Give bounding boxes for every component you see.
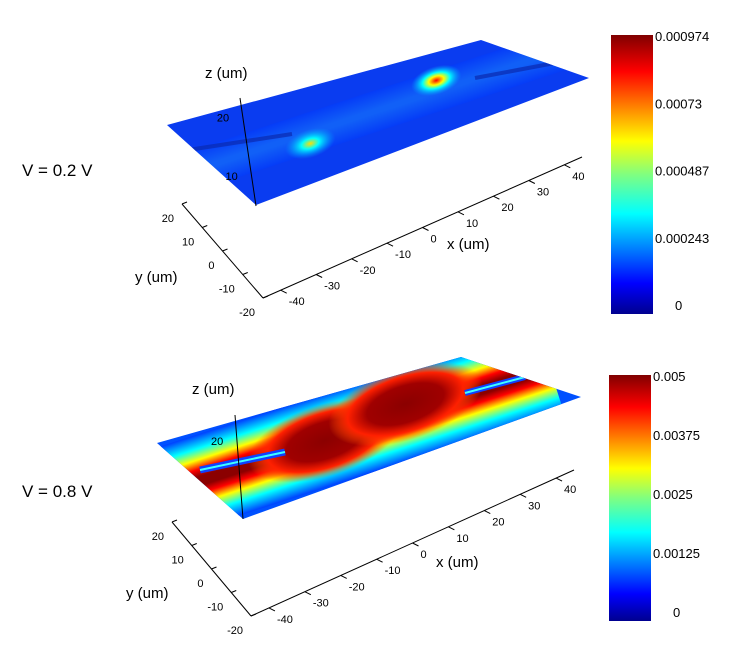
electrode-left (174, 132, 293, 154)
x-tick-mark (268, 607, 276, 612)
x-tick-mark (351, 258, 358, 263)
x-tick-label: -30 (324, 281, 340, 293)
colorbar-tick-label: 0.0025 (653, 487, 693, 502)
x-tick-mark (340, 574, 347, 579)
x-tick-label: 0 (421, 549, 427, 561)
x-tick-label: 10 (456, 533, 468, 545)
x-tick-label: 20 (501, 202, 513, 214)
electrode-right (474, 60, 561, 80)
x-tick-label: 0 (431, 234, 437, 246)
colorbar-tick-label: 0.000243 (655, 231, 709, 246)
x-tick-label: 10 (466, 218, 478, 230)
x-tick-mark (484, 510, 491, 515)
panel-2: V = 0.8 V -40 -30 -20 -10 0 10 20 30 40 -20 -10 0 10 2… (22, 357, 700, 637)
x-tick-mark (519, 493, 527, 498)
y-tick-label: 10 (172, 555, 184, 567)
x-tick-mark (493, 195, 500, 200)
x-tick-mark (528, 180, 536, 184)
y-axis-label: y (um) (135, 269, 178, 286)
electrode-left-edge (199, 451, 286, 471)
y-tick-label: -10 (207, 602, 223, 614)
voltage-annotation: V = 0.2 V (22, 161, 93, 180)
x-tick-label: 20 (492, 517, 504, 529)
panel-1: V = 0.2 V -40 -30 -20 -10 0 10 20 30 40 -20 -10 0 10 2… (22, 29, 709, 319)
x-tick-label: 30 (528, 500, 540, 512)
colorbar (609, 375, 651, 621)
y-tick-mark (211, 566, 217, 570)
x-tick-label: -20 (360, 265, 376, 277)
voltage-annotation: V = 0.8 V (22, 482, 93, 501)
colorbar-tick-label: 0.00125 (653, 546, 700, 561)
y-axis-label: y (um) (126, 585, 169, 602)
y-tick-mark (262, 295, 269, 299)
x-axis-label: x (um) (436, 554, 479, 571)
y-tick-mark (171, 519, 178, 523)
z-axis-label: z (um) (205, 65, 248, 82)
x-tick-label: 40 (564, 484, 576, 496)
x-tick-mark (555, 477, 563, 482)
y-tick-label: -20 (239, 307, 255, 319)
y-tick-mark (250, 613, 257, 617)
x-tick-mark (386, 242, 394, 247)
z-axis-line (239, 97, 257, 207)
y-tick-label: 0 (208, 260, 214, 272)
y-tick-mark (181, 201, 188, 205)
x-tick-mark (457, 211, 465, 216)
y-tick-mark (191, 543, 197, 546)
x-tick-label: 40 (572, 171, 584, 183)
y-tick-label: 0 (197, 578, 203, 590)
x-tick-mark (564, 164, 571, 169)
colorbar (611, 35, 653, 314)
x-tick-mark (315, 274, 323, 278)
colorbar-tick-label: 0.005 (653, 369, 686, 384)
surface-field (157, 357, 564, 519)
surface-field (174, 40, 570, 194)
x-tick-mark (448, 526, 455, 531)
y-tick-label: 20 (162, 213, 174, 225)
hotspot (285, 127, 336, 160)
y-tick-label: 10 (182, 237, 194, 249)
y-tick-mark (222, 248, 228, 252)
electrode-right-edge (464, 376, 526, 394)
field-band (176, 40, 570, 194)
z-axis-line (234, 414, 244, 520)
y-tick-mark (242, 272, 248, 275)
x-tick-label: -20 (349, 581, 365, 593)
y-tick-label: 20 (152, 531, 164, 543)
z-tick-label: 20 (211, 436, 223, 448)
x-tick-label: -10 (385, 565, 401, 577)
y-tick-mark (202, 225, 208, 228)
colorbar-tick-label: 0.000974 (655, 29, 709, 44)
hotspot (411, 64, 462, 97)
z-tick-label: 20 (217, 112, 229, 124)
x-tick-mark (376, 558, 383, 563)
x-tick-mark (304, 591, 312, 596)
x-tick-label: -30 (313, 598, 329, 610)
x-tick-mark (280, 289, 287, 294)
y-tick-label: -10 (219, 284, 235, 296)
z-tick-label: 10 (226, 171, 238, 183)
colorbar-tick-label: 0.00073 (655, 96, 702, 111)
x-tick-mark (422, 227, 429, 231)
x-axis-label: x (um) (447, 236, 490, 253)
y-tick-mark (231, 590, 237, 593)
x-tick-label: -40 (289, 296, 305, 308)
x-tick-label: -10 (395, 249, 411, 261)
z-axis-label: z (um) (192, 381, 235, 398)
x-tick-label: -40 (277, 614, 293, 626)
colorbar-tick-label: 0.000487 (655, 164, 709, 179)
colorbar-tick-label: 0 (675, 298, 682, 313)
colorbar-tick-label: 0 (673, 605, 680, 620)
x-tick-label: 30 (537, 187, 549, 199)
y-tick-label: -20 (227, 625, 243, 637)
x-tick-mark (412, 542, 419, 547)
colorbar-tick-label: 0.00375 (653, 428, 700, 443)
